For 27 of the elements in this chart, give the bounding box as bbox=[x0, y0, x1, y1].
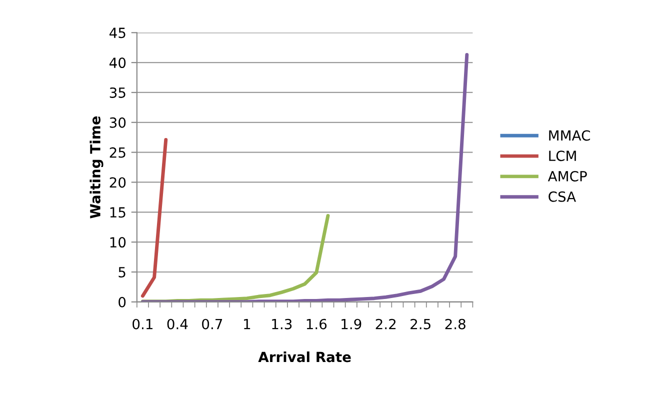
x-tick-label: 1.6 bbox=[306, 318, 327, 330]
y-tick-label: 45 bbox=[110, 28, 126, 38]
legend-label: AMCP bbox=[548, 170, 587, 182]
x-tick-label: 0.7 bbox=[202, 318, 222, 330]
line-series bbox=[140, 53, 469, 302]
legend-label: CSA bbox=[548, 191, 576, 202]
x-tick-label: 2.5 bbox=[410, 318, 430, 330]
y-axis-title: Waiting Time bbox=[90, 116, 104, 218]
x-tick-label: 1 bbox=[244, 319, 250, 330]
y-tick-label: 35 bbox=[110, 87, 126, 98]
y-tick-label: 25 bbox=[110, 147, 126, 158]
y-tick-label: 5 bbox=[118, 267, 126, 278]
y-tick-label: 10 bbox=[110, 237, 126, 248]
x-axis-title: Arrival Rate bbox=[258, 351, 351, 362]
y-tick-label: 30 bbox=[110, 117, 126, 128]
x-tick-label: 1.9 bbox=[342, 318, 362, 330]
x-tick-label: 0.1 bbox=[132, 318, 152, 330]
legend-label: LCM bbox=[549, 150, 576, 162]
y-tick-label: 20 bbox=[110, 177, 126, 188]
x-tick-label: 1.3 bbox=[272, 318, 292, 330]
y-tick-label: 0 bbox=[118, 296, 126, 308]
x-tick-label: 0.4 bbox=[167, 318, 188, 330]
x-tick-label: 2.2 bbox=[376, 318, 396, 330]
x-tick-label: 2.8 bbox=[445, 318, 466, 330]
legend-label: MMAC bbox=[549, 130, 590, 141]
y-tick-label: 40 bbox=[110, 58, 126, 68]
y-tick-label: 15 bbox=[110, 207, 126, 218]
